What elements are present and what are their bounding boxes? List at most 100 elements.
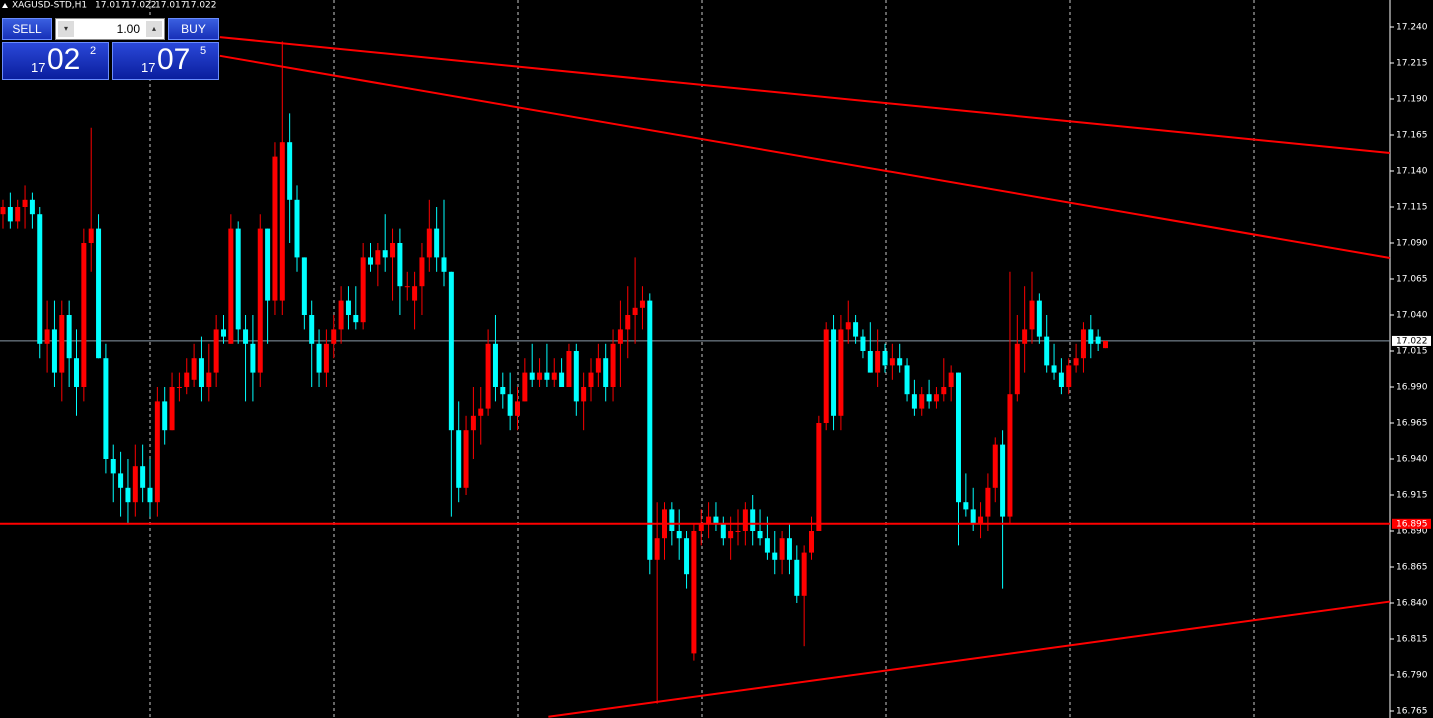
candle-body: [720, 523, 726, 539]
lot-box[interactable]: ▾ 1.00 ▴: [55, 18, 165, 40]
candle-body: [1088, 329, 1094, 344]
y-tick-label: 16.790: [1396, 671, 1428, 681]
candle-body: [448, 271, 454, 431]
candle-body: [691, 531, 697, 654]
y-tick-label: 16.915: [1396, 491, 1428, 501]
y-tick-label: 17.115: [1396, 203, 1428, 213]
candle-body: [507, 394, 513, 416]
candle-body: [66, 315, 72, 359]
candle-body: [345, 300, 351, 315]
bid-box[interactable]: 17 02 2: [2, 42, 109, 80]
buy-button[interactable]: BUY: [168, 18, 219, 40]
sell-button[interactable]: SELL: [2, 18, 52, 40]
candle-body: [588, 372, 594, 387]
candle-body: [882, 351, 888, 366]
candle-body: [544, 372, 550, 380]
lot-down[interactable]: ▾: [58, 21, 74, 37]
y-tick-label: 17.215: [1396, 59, 1428, 69]
support-label-box: [1392, 518, 1431, 529]
candle-body: [154, 401, 160, 503]
header-open: 17.017: [95, 1, 127, 11]
candle-body: [404, 286, 410, 288]
candle-body: [412, 286, 418, 301]
candle-body: [551, 372, 557, 380]
candle-body: [831, 329, 837, 416]
candle-body: [853, 322, 859, 337]
y-tick-label: 16.865: [1396, 563, 1428, 573]
candle-body: [1051, 365, 1057, 373]
candle-body: [647, 300, 653, 560]
candle-body: [470, 415, 476, 431]
candle-body: [515, 401, 520, 416]
y-tick-label: 16.765: [1396, 707, 1428, 717]
candle-body: [125, 487, 131, 503]
candle-body: [1036, 300, 1042, 337]
y-tick-label: 17.090: [1396, 239, 1428, 249]
candle-body: [397, 243, 403, 287]
candle-body: [801, 552, 807, 596]
candle-body: [764, 538, 770, 553]
y-tick-label: 17.190: [1396, 95, 1428, 105]
candle-body: [529, 372, 535, 380]
candle-body: [309, 315, 315, 344]
candle-body: [294, 199, 300, 258]
candle-body: [434, 228, 440, 258]
candle-body: [81, 243, 87, 387]
header-low: 17.017: [155, 1, 187, 11]
candle-body: [669, 509, 675, 531]
ask-box[interactable]: 17 07 5: [112, 42, 219, 80]
bid-small: 2: [90, 45, 97, 57]
bid-big: 17: [31, 60, 46, 75]
candle-body: [213, 329, 219, 373]
candle-body: [279, 142, 285, 301]
candle-body: [603, 358, 609, 387]
candle-body: [0, 207, 6, 215]
trendline: [219, 36, 1391, 154]
candle-body: [51, 329, 57, 373]
y-tick-label: 16.840: [1396, 599, 1428, 609]
candle-body: [786, 538, 792, 560]
candle-body: [926, 394, 932, 402]
candle-body: [904, 365, 910, 395]
y-tick-label: 16.940: [1396, 455, 1428, 465]
candle-body: [537, 372, 543, 380]
candle-body: [323, 343, 329, 373]
trendline: [219, 54, 1391, 259]
header-close: 17.022: [185, 1, 217, 11]
candle-body: [198, 358, 204, 387]
candle-body: [478, 408, 484, 416]
candle-body: [287, 142, 293, 200]
candle-body: [573, 351, 579, 402]
candle-body: [272, 156, 278, 301]
candle-body: [948, 372, 954, 387]
y-tick-label: 17.065: [1396, 275, 1428, 285]
lot-up[interactable]: ▴: [146, 21, 162, 37]
y-tick-label: 17.240: [1396, 23, 1428, 33]
candle-body: [823, 329, 829, 423]
y-tick-label: 16.815: [1396, 635, 1428, 645]
candle-body: [301, 257, 307, 315]
candle-body: [956, 372, 961, 503]
candle-body: [698, 523, 704, 531]
candle-body: [382, 250, 388, 258]
candle-body: [985, 487, 991, 517]
y-tick-label: 17.140: [1396, 167, 1428, 177]
lot-value[interactable]: 1.00: [116, 22, 140, 36]
candle-body: [684, 538, 690, 575]
candle-body: [29, 199, 35, 215]
candle-body: [456, 430, 462, 488]
y-tick-label: 16.890: [1396, 527, 1428, 537]
candle-body: [74, 358, 79, 387]
candle-body: [463, 430, 469, 488]
candle-body: [140, 466, 146, 488]
collapse-icon[interactable]: [2, 3, 8, 8]
candle-body: [632, 307, 638, 315]
candle-body: [978, 516, 984, 524]
candle-body: [132, 466, 138, 503]
candle-body: [228, 228, 234, 344]
candle-body: [59, 315, 65, 373]
candle-body: [368, 257, 373, 265]
bid-main: 02: [47, 43, 81, 76]
candle-body: [772, 552, 778, 560]
candle-body: [206, 372, 212, 387]
